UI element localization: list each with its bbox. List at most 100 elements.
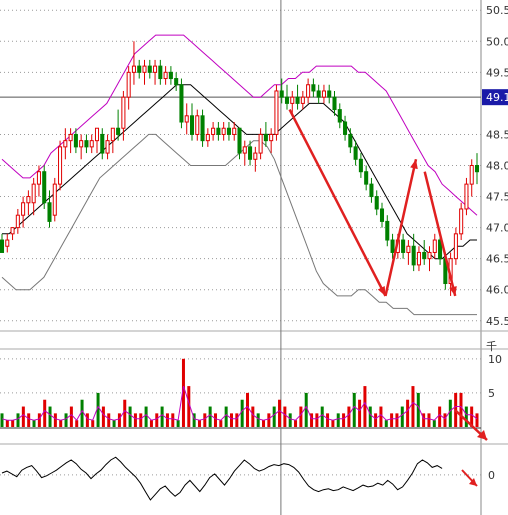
volume-bar: [331, 420, 335, 427]
candle-body: [242, 146, 247, 154]
volume-tick-label: 10: [488, 353, 502, 366]
candle-body: [189, 115, 195, 135]
trend-arrow-head: [449, 286, 457, 296]
candle-body: [216, 127, 221, 135]
volume-bar: [443, 413, 447, 427]
volume-bar: [197, 420, 201, 427]
candle-body: [469, 165, 474, 185]
volume-bar: [470, 406, 474, 427]
candle-body: [258, 133, 263, 154]
volume-bar: [320, 406, 324, 427]
volume-bar: [422, 413, 426, 427]
volume-bar: [406, 399, 410, 427]
volume-bar: [69, 406, 73, 427]
candle-body: [105, 140, 110, 154]
candle-body: [379, 208, 385, 222]
candle-body: [15, 214, 20, 229]
candle-body: [131, 65, 136, 73]
candle-body: [195, 115, 200, 135]
volume-bar: [229, 413, 233, 427]
candle-body: [137, 65, 142, 73]
volume-bar: [272, 406, 276, 427]
price-tick-label: 47.0: [486, 222, 508, 235]
candle-body: [10, 227, 15, 235]
candle-body: [401, 239, 406, 253]
volume-bar: [53, 413, 57, 427]
trend-arrow-head: [410, 159, 418, 170]
volume-bar: [107, 413, 111, 427]
volume-bar: [374, 413, 378, 427]
candle-body: [221, 127, 226, 135]
volume-bar: [176, 420, 180, 427]
volume-bar: [149, 420, 153, 427]
volume-bar: [165, 413, 169, 427]
volume-bar: [256, 413, 260, 427]
candle-body: [121, 96, 126, 129]
volume-bar: [427, 413, 431, 427]
indicator-line: [1, 456, 443, 501]
volume-bar: [235, 413, 239, 427]
candle-body: [327, 90, 332, 98]
candle-body: [205, 133, 210, 142]
candle-body: [295, 96, 300, 104]
bollinger-upper-line: [1, 34, 478, 216]
volume-bar: [16, 413, 20, 427]
candle-body: [411, 245, 416, 266]
volume-bar: [416, 392, 420, 427]
volume-bar: [336, 413, 340, 427]
volume-bar: [0, 413, 4, 427]
trend-arrow-head: [377, 285, 386, 296]
volume-bar: [160, 406, 164, 427]
volume-unit-label: 千: [486, 340, 497, 353]
volume-bar: [187, 386, 191, 427]
candle-body: [416, 251, 421, 266]
candle-body: [184, 115, 189, 123]
candle-body: [422, 251, 427, 260]
candle-body: [358, 158, 363, 173]
candle-body: [153, 65, 158, 73]
volume-bar: [326, 413, 330, 427]
candle-body: [31, 183, 36, 204]
candle-body: [459, 208, 464, 235]
candle-body: [100, 133, 105, 154]
candle-body: [385, 220, 390, 241]
candle-body: [427, 251, 432, 260]
candle-body: [253, 152, 258, 160]
volume-bar: [133, 413, 137, 427]
price-tick-label: 45.5: [486, 315, 508, 328]
candle-body: [364, 171, 369, 185]
candle-body: [321, 90, 326, 98]
volume-bar: [438, 406, 442, 427]
volume-bar: [37, 413, 41, 427]
price-tick-label: 50.5: [486, 4, 508, 17]
volume-bar: [32, 420, 36, 427]
candle-body: [232, 127, 237, 135]
volume-bar: [96, 392, 100, 427]
candle-body: [158, 65, 163, 80]
price-tick-label: 46.5: [486, 253, 508, 266]
volume-bar: [112, 420, 116, 427]
candle-body: [0, 239, 5, 253]
volume-bar: [368, 406, 372, 427]
volume-bar: [395, 413, 399, 427]
price-tick-label: 50.0: [486, 35, 508, 48]
candle-body: [84, 140, 89, 148]
candle-body: [237, 127, 242, 154]
volume-bar: [75, 420, 79, 427]
candle-body: [179, 84, 184, 123]
candle-body: [116, 127, 121, 135]
volume-bar: [64, 413, 68, 427]
volume-bar: [101, 406, 105, 427]
candle-body: [147, 65, 152, 73]
candle-body: [337, 109, 342, 123]
candle-body: [284, 96, 290, 104]
candle-body: [63, 140, 68, 148]
candle-body: [47, 202, 52, 222]
candle-body: [279, 90, 284, 98]
crosshair-price-label: 49.1: [486, 91, 508, 104]
candle-body: [168, 71, 173, 80]
volume-bar: [123, 399, 127, 427]
volume-bar: [352, 392, 356, 427]
price-tick-label: 48.5: [486, 128, 508, 141]
